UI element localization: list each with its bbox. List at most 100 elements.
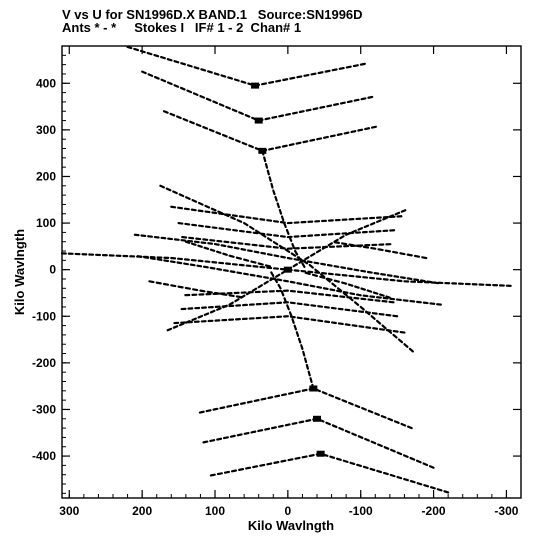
data-point — [202, 125, 209, 130]
data-point — [385, 295, 391, 299]
data-point — [400, 422, 407, 427]
data-point — [353, 268, 360, 272]
data-point — [228, 136, 235, 141]
data-point — [266, 219, 273, 222]
data-point — [202, 440, 209, 444]
data-point — [284, 423, 291, 427]
data-point — [197, 314, 204, 319]
data-point — [317, 71, 324, 75]
data-point — [221, 293, 228, 296]
data-point — [243, 221, 249, 227]
data-point — [403, 454, 409, 458]
data-point — [336, 132, 343, 136]
uv-track — [270, 271, 315, 390]
data-point — [225, 105, 231, 110]
data-point — [301, 455, 308, 459]
data-point — [280, 290, 285, 297]
data-point — [248, 144, 254, 149]
data-point — [426, 280, 433, 284]
data-point — [362, 465, 369, 470]
data-point — [370, 440, 377, 445]
data-point — [429, 486, 436, 490]
data-point — [394, 211, 401, 216]
data-point — [199, 94, 206, 99]
data-point — [301, 262, 306, 268]
data-point — [231, 108, 238, 113]
data-point — [393, 275, 400, 278]
data-point — [263, 280, 269, 285]
chart-subtitle: Ants * - * Stokes I IF# 1 - 2 Chan# 1 — [62, 20, 302, 35]
data-point — [184, 240, 191, 244]
data-point — [360, 269, 367, 273]
data-point — [166, 327, 173, 332]
data-point — [400, 209, 407, 213]
data-point — [229, 434, 236, 438]
data-point — [240, 248, 247, 251]
data-point — [319, 275, 326, 279]
data-point — [209, 309, 216, 314]
data-point — [406, 253, 413, 257]
data-point — [252, 217, 259, 220]
data-point — [287, 391, 294, 395]
uv-track — [170, 205, 403, 225]
data-point — [252, 465, 259, 469]
data-point — [320, 262, 327, 266]
data-point — [185, 196, 191, 200]
data-point — [353, 301, 360, 306]
data-point — [233, 246, 240, 250]
data-point — [302, 350, 306, 357]
data-point — [373, 271, 380, 275]
chart-title: V vs U for SN1996D.X BAND.1 Source:SN199… — [62, 7, 363, 22]
data-point — [274, 195, 278, 202]
data-cluster — [258, 147, 267, 154]
data-point — [172, 325, 179, 329]
data-point — [366, 289, 373, 293]
data-point — [309, 377, 313, 383]
data-point — [264, 427, 271, 431]
data-point — [364, 437, 370, 442]
data-point — [354, 404, 361, 409]
data-point — [443, 490, 450, 494]
data-point — [294, 249, 299, 256]
data-point — [249, 225, 255, 231]
x-tick-label: 300 — [59, 504, 79, 518]
data-point — [236, 219, 243, 223]
data-cluster — [254, 117, 263, 124]
data-point — [316, 137, 323, 141]
data-point — [166, 58, 173, 62]
data-point — [296, 282, 303, 285]
data-point — [274, 394, 281, 398]
data-point — [304, 256, 310, 261]
data-point — [352, 64, 359, 68]
data-point — [147, 73, 154, 77]
data-point — [160, 56, 166, 60]
uv-track — [304, 271, 391, 299]
data-point — [218, 212, 225, 216]
data-point — [348, 243, 355, 247]
data-point — [195, 123, 202, 127]
data-point — [268, 176, 272, 182]
data-point — [436, 488, 443, 492]
data-point — [234, 298, 240, 303]
data-point — [225, 213, 232, 217]
data-point — [266, 253, 273, 257]
data-point — [396, 475, 403, 480]
uv-track — [162, 110, 377, 152]
data-point — [230, 216, 236, 221]
data-point — [302, 283, 309, 287]
data-point — [213, 242, 220, 246]
data-point — [281, 144, 288, 148]
data-point — [180, 62, 187, 66]
uv-track — [133, 233, 439, 285]
data-point — [313, 261, 320, 265]
data-point — [283, 221, 287, 229]
data-point — [340, 266, 347, 270]
data-point — [408, 347, 414, 353]
data-point — [330, 321, 337, 325]
data-point — [133, 47, 140, 52]
data-point — [294, 456, 301, 460]
data-point — [355, 293, 362, 297]
data-point — [182, 118, 189, 122]
data-point — [291, 421, 298, 425]
data-point — [325, 421, 332, 426]
